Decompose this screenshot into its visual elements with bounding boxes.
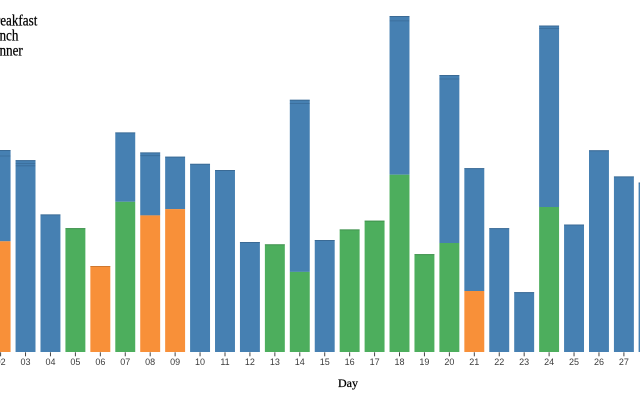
svg-text:02: 02 — [0, 357, 6, 367]
svg-text:lunch: lunch — [0, 28, 19, 45]
svg-text:03: 03 — [21, 357, 31, 367]
svg-text:22: 22 — [494, 357, 504, 367]
svg-text:19: 19 — [419, 357, 429, 367]
svg-text:25: 25 — [569, 357, 579, 367]
svg-text:08: 08 — [145, 357, 155, 367]
svg-text:Day: Day — [338, 376, 358, 390]
svg-text:11: 11 — [220, 357, 229, 367]
svg-text:07: 07 — [120, 357, 130, 367]
svg-text:18: 18 — [395, 357, 405, 367]
svg-text:14: 14 — [295, 357, 305, 367]
svg-text:09: 09 — [170, 357, 180, 367]
svg-text:15: 15 — [320, 357, 330, 367]
svg-text:05: 05 — [70, 357, 80, 367]
svg-text:26: 26 — [594, 357, 604, 367]
svg-text:27: 27 — [619, 357, 629, 367]
svg-text:24: 24 — [544, 357, 554, 367]
svg-text:06: 06 — [95, 357, 105, 367]
svg-text:breakfast: breakfast — [0, 13, 37, 30]
svg-text:21: 21 — [469, 357, 479, 367]
svg-text:12: 12 — [245, 357, 255, 367]
svg-text:23: 23 — [519, 357, 529, 367]
svg-text:16: 16 — [345, 357, 355, 367]
svg-text:20: 20 — [444, 357, 454, 367]
svg-text:13: 13 — [270, 357, 280, 367]
svg-text:17: 17 — [370, 357, 380, 367]
svg-text:04: 04 — [45, 357, 55, 367]
svg-text:dinner: dinner — [0, 43, 23, 60]
svg-text:10: 10 — [195, 357, 205, 367]
